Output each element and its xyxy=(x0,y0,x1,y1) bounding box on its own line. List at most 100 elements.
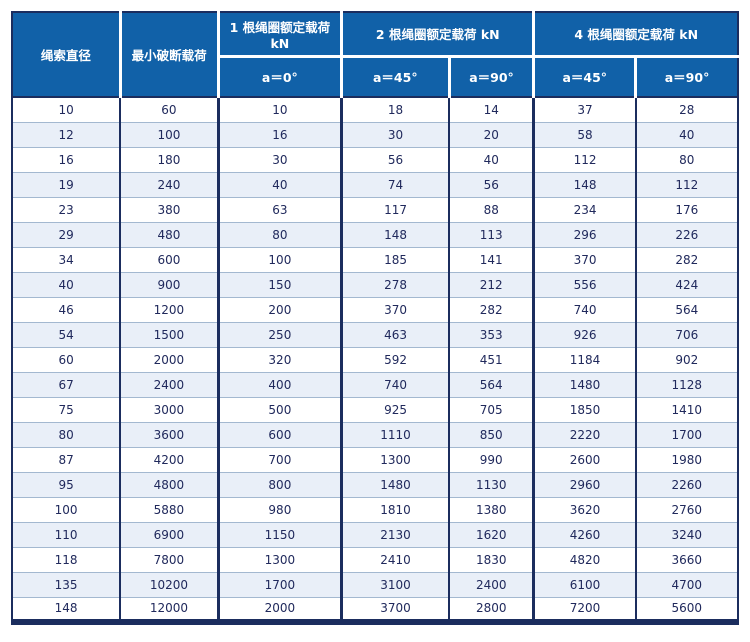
cell-4loop-a90: 902 xyxy=(634,346,740,373)
cell-1loop-a0: 150 xyxy=(216,271,343,298)
cell-1loop-a0: 16 xyxy=(216,121,343,148)
rope-load-spec-table: 绳索直径 最小破断载荷 1 根绳圈额定载荷 kN 2 根绳圈额定载荷 kN 4 … xyxy=(10,11,740,625)
cell-2loop-a45: 2130 xyxy=(340,521,451,548)
table-row: 60 2000 320 592 451 1184 902 xyxy=(10,346,740,373)
cell-2loop-a45: 148 xyxy=(340,221,451,248)
table-row: 46 1200 200 370 282 740 564 xyxy=(10,296,740,323)
cell-1loop-a0: 80 xyxy=(216,221,343,248)
cell-4loop-a45: 1850 xyxy=(532,396,637,423)
cell-2loop-a45: 185 xyxy=(340,246,451,273)
table-row: 29 480 80 148 113 296 226 xyxy=(10,221,740,248)
table-row: 34 600 100 185 141 370 282 xyxy=(10,246,740,273)
cell-min-break: 3600 xyxy=(119,421,220,448)
cell-diameter: 100 xyxy=(10,496,122,523)
cell-1loop-a0: 980 xyxy=(216,496,343,523)
cell-4loop-a90: 2260 xyxy=(634,471,740,498)
header-group-4-loop: 4 根绳圈额定载荷 kN xyxy=(532,12,738,57)
cell-min-break: 12000 xyxy=(119,596,220,623)
cell-4loop-a90: 564 xyxy=(634,296,740,323)
cell-diameter: 110 xyxy=(10,521,122,548)
cell-2loop-a90: 990 xyxy=(448,446,535,473)
cell-4loop-a45: 740 xyxy=(532,296,637,323)
cell-diameter: 60 xyxy=(10,346,122,373)
cell-2loop-a45: 2410 xyxy=(340,546,451,573)
cell-1loop-a0: 1300 xyxy=(216,546,343,573)
table-row: 12 100 16 30 20 58 40 xyxy=(10,121,740,148)
cell-min-break: 3000 xyxy=(119,396,220,423)
cell-2loop-a90: 705 xyxy=(448,396,535,423)
header-group-2-loop: 2 根绳圈额定载荷 kN xyxy=(340,12,536,57)
table-header: 绳索直径 最小破断载荷 1 根绳圈额定载荷 kN 2 根绳圈额定载荷 kN 4 … xyxy=(12,12,738,98)
cell-min-break: 380 xyxy=(119,196,220,223)
cell-4loop-a45: 296 xyxy=(532,221,637,248)
cell-4loop-a45: 2220 xyxy=(532,421,637,448)
cell-2loop-a45: 3100 xyxy=(340,571,451,598)
cell-4loop-a45: 3620 xyxy=(532,496,637,523)
cell-diameter: 40 xyxy=(10,271,122,298)
cell-2loop-a90: 451 xyxy=(448,346,535,373)
cell-1loop-a0: 500 xyxy=(216,396,343,423)
cell-4loop-a90: 176 xyxy=(634,196,740,223)
cell-1loop-a0: 1150 xyxy=(216,521,343,548)
table-row: 110 6900 1150 2130 1620 4260 3240 xyxy=(10,521,740,548)
header-angle-row: a＝0° a＝45° a＝90° a＝45° a＝90° xyxy=(12,54,738,98)
cell-4loop-a45: 2960 xyxy=(532,471,637,498)
cell-min-break: 10200 xyxy=(119,571,220,598)
cell-4loop-a90: 706 xyxy=(634,321,740,348)
cell-1loop-a0: 320 xyxy=(216,346,343,373)
cell-4loop-a90: 28 xyxy=(634,96,740,123)
cell-4loop-a45: 370 xyxy=(532,246,637,273)
table-row: 100 5880 980 1810 1380 3620 2760 xyxy=(10,496,740,523)
table-row: 23 380 63 117 88 234 176 xyxy=(10,196,740,223)
cell-4loop-a90: 1980 xyxy=(634,446,740,473)
cell-4loop-a45: 1480 xyxy=(532,371,637,398)
cell-diameter: 19 xyxy=(10,171,122,198)
cell-2loop-a90: 2800 xyxy=(448,596,535,623)
cell-diameter: 118 xyxy=(10,546,122,573)
cell-2loop-a45: 278 xyxy=(340,271,451,298)
header-group-1-loop: 1 根绳圈额定载荷 kN xyxy=(216,12,344,57)
header-group-row: 绳索直径 最小破断载荷 1 根绳圈额定载荷 kN 2 根绳圈额定载荷 kN 4 … xyxy=(12,12,738,98)
cell-diameter: 54 xyxy=(10,321,122,348)
cell-4loop-a90: 1410 xyxy=(634,396,740,423)
cell-4loop-a45: 4820 xyxy=(532,546,637,573)
cell-min-break: 180 xyxy=(119,146,220,173)
cell-4loop-a45: 234 xyxy=(532,196,637,223)
table-row: 16 180 30 56 40 112 80 xyxy=(10,146,740,173)
cell-diameter: 148 xyxy=(10,596,122,623)
cell-min-break: 100 xyxy=(119,121,220,148)
cell-4loop-a45: 556 xyxy=(532,271,637,298)
cell-4loop-a90: 1700 xyxy=(634,421,740,448)
cell-diameter: 67 xyxy=(10,371,122,398)
cell-4loop-a90: 424 xyxy=(634,271,740,298)
header-angle-a0: a＝0° xyxy=(216,54,344,98)
table-row: 75 3000 500 925 705 1850 1410 xyxy=(10,396,740,423)
cell-diameter: 46 xyxy=(10,296,122,323)
cell-2loop-a90: 1130 xyxy=(448,471,535,498)
cell-min-break: 240 xyxy=(119,171,220,198)
cell-2loop-a90: 1830 xyxy=(448,546,535,573)
cell-1loop-a0: 2000 xyxy=(216,596,343,623)
cell-1loop-a0: 700 xyxy=(216,446,343,473)
cell-1loop-a0: 200 xyxy=(216,296,343,323)
table-row: 118 7800 1300 2410 1830 4820 3660 xyxy=(10,546,740,573)
cell-1loop-a0: 400 xyxy=(216,371,343,398)
table-row: 19 240 40 74 56 148 112 xyxy=(10,171,740,198)
cell-1loop-a0: 30 xyxy=(216,146,343,173)
table-row: 95 4800 800 1480 1130 2960 2260 xyxy=(10,471,740,498)
cell-min-break: 2000 xyxy=(119,346,220,373)
cell-2loop-a90: 1620 xyxy=(448,521,535,548)
cell-min-break: 600 xyxy=(119,246,220,273)
cell-min-break: 900 xyxy=(119,271,220,298)
header-min-breaking-load: 最小破断载荷 xyxy=(118,12,220,98)
cell-min-break: 1200 xyxy=(119,296,220,323)
cell-1loop-a0: 800 xyxy=(216,471,343,498)
cell-2loop-a90: 20 xyxy=(448,121,535,148)
cell-diameter: 12 xyxy=(10,121,122,148)
cell-2loop-a45: 370 xyxy=(340,296,451,323)
cell-diameter: 29 xyxy=(10,221,122,248)
cell-2loop-a45: 117 xyxy=(340,196,451,223)
cell-2loop-a90: 564 xyxy=(448,371,535,398)
cell-2loop-a45: 1110 xyxy=(340,421,451,448)
